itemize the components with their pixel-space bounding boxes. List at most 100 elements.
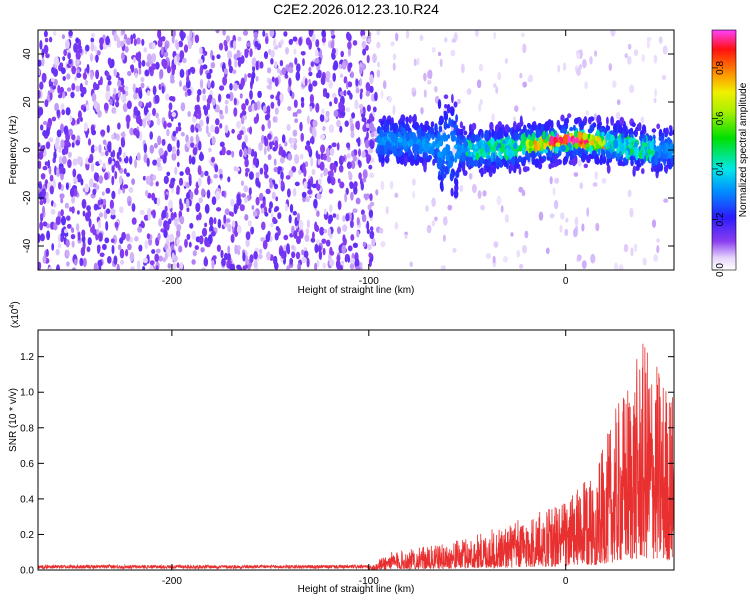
spectrogram-dot [47,159,51,169]
spectrogram-dot [339,181,345,189]
spectrogram-dot [226,218,231,223]
spectrogram-dot [649,141,654,151]
spectrogram-dot [627,128,632,135]
spectrogram-dot [64,228,68,234]
spectrogram-dot [381,154,385,164]
spectrogram-dot [197,89,202,96]
spectrogram-dot [199,66,203,76]
spectrogram-dot [352,208,358,213]
spectrogram-dot [172,130,177,137]
spectrogram-dot [443,216,448,226]
spectrogram-dot [529,129,533,136]
spectrogram-dot [188,241,192,248]
spectrogram-dot [369,172,375,179]
spectrogram-dot [63,49,68,57]
spectrogram-dot [376,30,380,36]
spectrogram-dot [367,204,372,211]
spectrogram-dot [42,205,45,215]
spectrogram-dot [158,147,164,156]
spectrogram-dot [330,176,336,186]
spectrogram-dot [246,41,251,47]
spectrogram-dot [76,156,82,165]
spectrogram-dot [83,122,88,132]
spectrogram-dot [441,173,447,179]
spectrogram-dot [56,264,60,270]
spectrogram-dot [299,153,304,160]
spectrogram-dot [613,262,619,270]
spectrogram-dot [269,181,273,189]
spectrogram-dot [446,103,451,114]
spectrogram-dot [518,166,522,175]
spectrogram-dot [61,109,65,116]
spectrogram-dot [292,112,297,117]
spectrogram-dot [251,103,255,112]
spectrogram-dot [263,135,267,142]
spectrogram-dot [119,40,125,48]
spectrogram-dot [573,172,579,177]
spectrogram-dot [582,59,587,69]
spectrogram-dot [307,189,313,195]
spectrogram-dot [171,30,176,38]
spectrogram-dot [342,224,348,232]
spectrogram-dot [505,147,510,157]
spectrogram-dot [75,85,80,92]
spectrogram-y-tick-label: 20 [22,96,33,108]
spectrogram-dot [557,65,561,73]
spectrogram-dot [355,78,359,87]
spectrogram-dot [123,168,127,175]
spectrogram-dot [176,148,180,157]
spectrogram-dot [116,133,120,141]
spectrogram-dot [574,216,579,226]
spectrogram-dot [155,248,161,254]
spectrogram-dot [118,157,122,162]
spectrogram-dot [654,151,659,159]
spectrogram-dot [194,34,200,44]
spectrogram-dot [300,101,305,108]
spectrogram-dot [77,110,82,120]
spectrogram-dot [266,84,272,90]
spectrogram-dot [516,250,520,258]
spectrogram-dot [549,135,554,146]
spectrogram-dot [198,140,202,151]
spectrogram-dot [379,141,384,147]
spectrogram-dot [455,178,459,187]
spectrogram-dot [456,136,460,144]
spectrogram-dot [336,254,341,262]
spectrogram-dot [368,209,374,219]
spectrogram-dot [261,221,266,231]
spectrogram-dot [76,72,82,78]
spectrogram-dot [45,53,50,59]
spectrogram-dot [97,220,102,229]
spectrogram-dot [84,79,89,86]
spectrogram-dot [350,234,355,241]
spectrogram-dot [370,226,374,232]
spectrogram-dot [453,189,459,199]
spectrogram-dot [105,71,110,78]
spectrogram-dot [92,188,97,196]
spectrogram-dot [606,116,609,126]
spectrogram-dot [262,105,267,113]
spectrogram-dot [228,65,234,74]
spectrogram-dot [323,228,328,234]
spectrogram-dot [577,159,582,167]
spectrogram-dot [105,187,111,194]
spectrogram-dot [341,156,346,162]
spectrogram-dot [439,180,444,191]
spectrogram-dot [198,212,202,221]
spectrogram-dot [255,171,260,178]
spectrogram-dot [319,113,325,123]
spectrogram-dot [138,100,143,107]
spectrogram-dot [263,146,267,156]
spectrogram-dot [480,132,484,139]
spectrogram-dot [119,237,124,245]
spectrogram-dot [355,88,360,94]
spectrogram-dot [233,107,238,117]
spectrogram-dot [438,139,443,145]
spectrogram-dot [149,131,153,140]
spectrogram-dot [554,146,559,153]
spectrogram-dot [322,126,326,131]
spectrogram-dot [283,31,288,37]
spectrogram-dot [316,210,320,217]
spectrogram-dot [292,36,298,42]
spectrogram-dot [44,99,49,108]
